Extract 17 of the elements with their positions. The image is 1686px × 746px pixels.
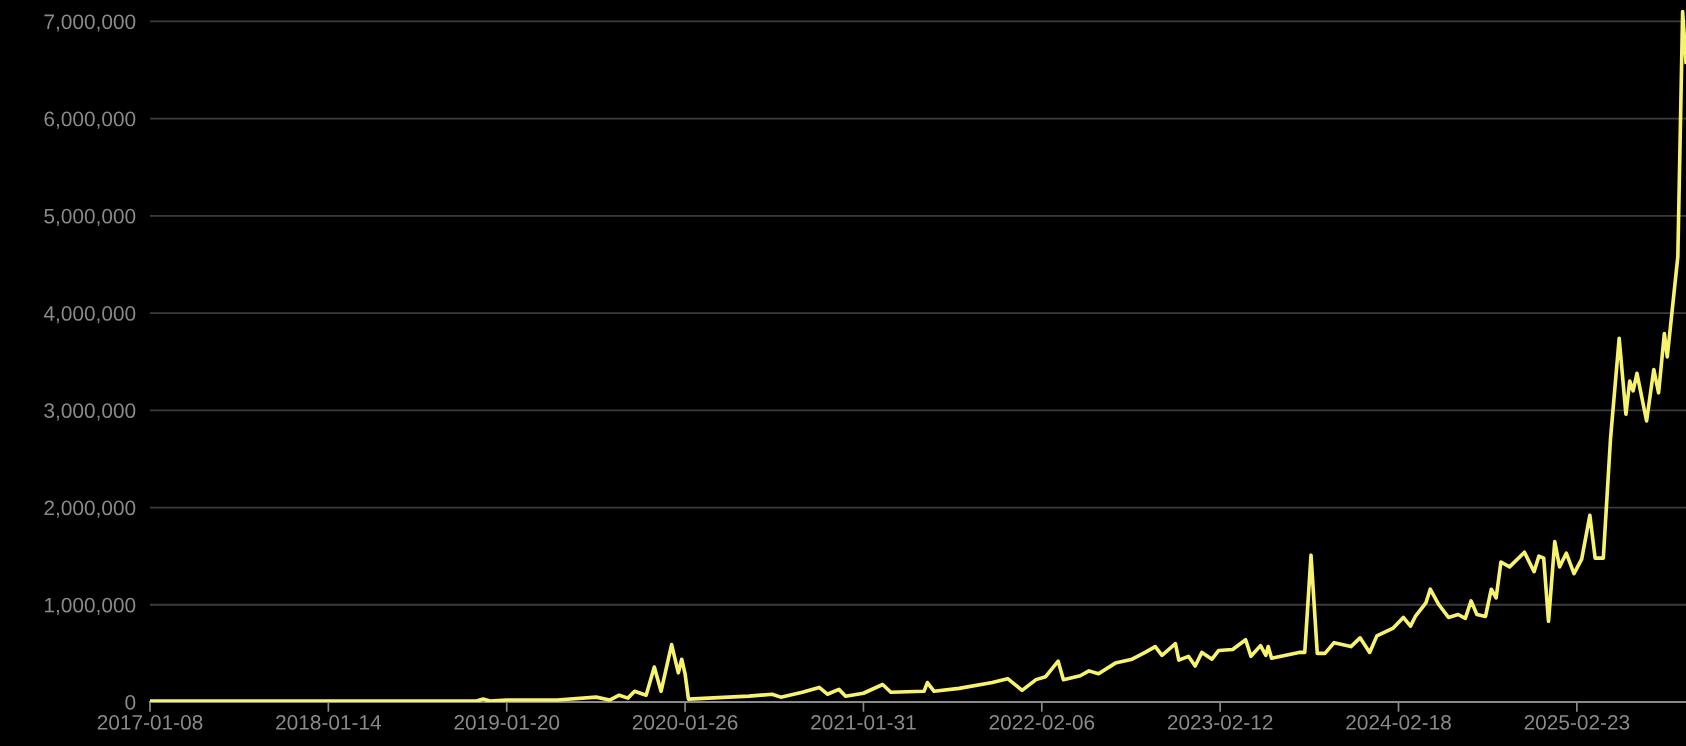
- x-tick-label: 2022-02-06: [989, 715, 1095, 730]
- x-tick-label: 2021-01-31: [811, 715, 916, 730]
- x-tick-label: 2019-01-20: [454, 715, 560, 730]
- y-tick-label: 1,000,000: [45, 597, 136, 615]
- x-tick-label: 2023-02-12: [1167, 715, 1273, 730]
- y-tick-label: 3,000,000: [44, 403, 136, 421]
- x-tick-label: 2024-02-18: [1346, 715, 1451, 730]
- x-tick-label: 2020-01-26: [632, 715, 738, 730]
- y-tick-label: 7,000,000: [44, 14, 136, 32]
- y-tick-label: 6,000,000: [44, 111, 136, 129]
- x-tick-label: 2017-01-08: [97, 715, 203, 730]
- y-tick-label: 5,000,000: [44, 208, 136, 227]
- y-tick-label: 0: [125, 695, 136, 710]
- x-tick-label: 2018-01-14: [276, 715, 382, 730]
- x-tick-label: 2025-02-23: [1524, 715, 1630, 730]
- y-tick-label: 2,000,000: [44, 500, 136, 518]
- y-tick-label: 4,000,000: [43, 306, 136, 324]
